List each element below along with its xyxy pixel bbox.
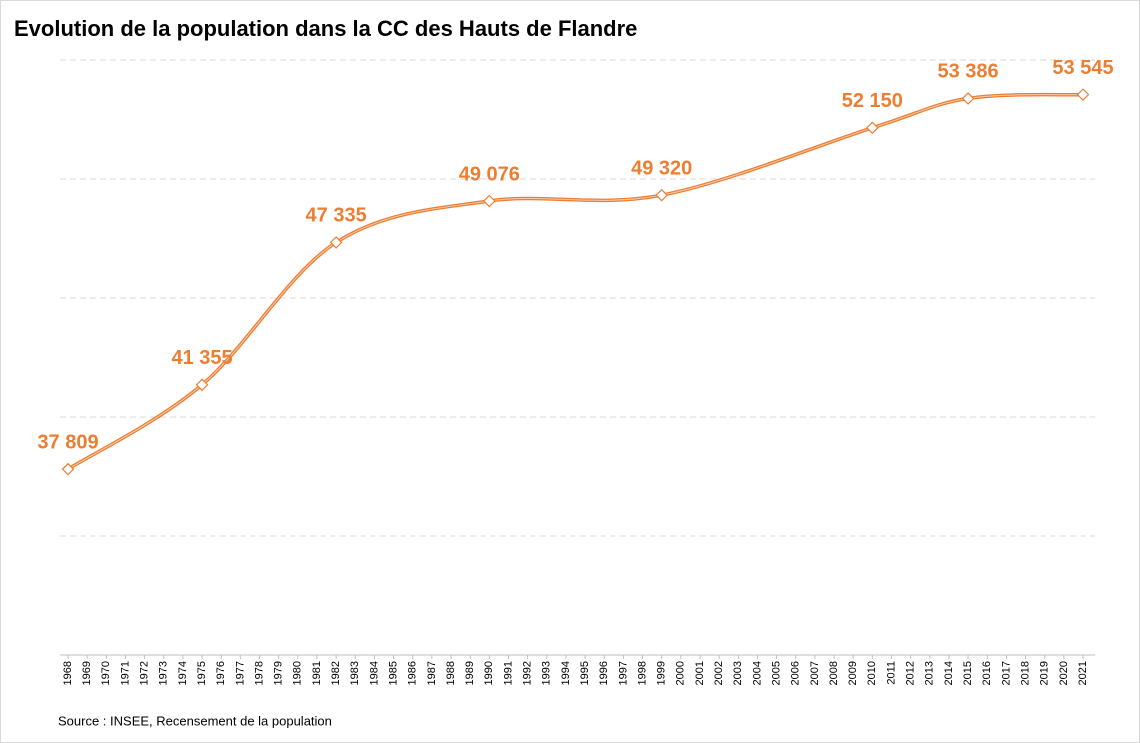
x-tick-label: 1979: [273, 661, 285, 685]
x-tick-label: 1988: [445, 661, 457, 685]
x-tick-label: 1981: [311, 661, 323, 685]
x-tick-label: 2008: [828, 661, 840, 685]
x-tick-label: 2020: [1058, 661, 1070, 685]
x-tick-label: 1992: [522, 661, 534, 685]
x-tick-label: 1968: [62, 661, 74, 685]
data-label: 52 150: [842, 90, 903, 112]
x-tick-label: 1987: [426, 661, 438, 685]
point-marker: [61, 462, 75, 476]
x-tick-label: 2021: [1077, 661, 1089, 685]
x-tick-label: 1995: [579, 661, 591, 685]
x-tick-label: 2012: [905, 661, 917, 685]
x-tick-label: 1989: [464, 661, 476, 685]
point-marker: [655, 188, 669, 202]
line-highlight: [67, 94, 1084, 470]
x-tick-label: 1974: [177, 661, 189, 685]
x-tick-label: 2009: [847, 661, 859, 685]
data-label: 49 320: [631, 157, 692, 179]
point-marker: [482, 194, 496, 208]
x-tick-label: 1972: [139, 661, 151, 685]
x-tick-label: 2003: [732, 661, 744, 685]
x-tick-label: 1978: [253, 661, 265, 685]
x-tick-label: 1991: [502, 661, 514, 685]
x-tick-label: 2010: [866, 661, 878, 685]
x-tick-label: 1998: [636, 661, 648, 685]
x-tick-label: 1973: [158, 661, 170, 685]
x-tick-label: 2005: [770, 661, 782, 685]
x-tick-label: 1984: [368, 661, 380, 685]
x-tick-label: 2000: [675, 661, 687, 685]
point-marker: [865, 121, 879, 135]
x-tick-label: 1982: [330, 661, 342, 685]
point-marker: [1076, 88, 1090, 101]
point-marker: [961, 92, 975, 105]
x-tick-label: 1970: [100, 661, 112, 685]
x-tick-label: 2011: [885, 661, 897, 685]
x-tick-label: 1990: [483, 661, 495, 685]
x-tick-label: 2013: [924, 661, 936, 685]
x-tick-label: 2002: [713, 661, 725, 685]
x-tick-label: 1975: [196, 661, 208, 685]
x-tick-label: 1980: [292, 661, 304, 685]
x-tick-label: 2007: [809, 661, 821, 685]
point-marker: [329, 236, 343, 249]
source-note: Source : INSEE, Recensement de la popula…: [58, 713, 332, 728]
x-tick-label: 1969: [81, 661, 93, 685]
x-tick-label: 1997: [617, 661, 629, 685]
data-label: 53 545: [1052, 57, 1113, 79]
x-tick-label: 1977: [234, 661, 246, 685]
x-tick-label: 1971: [119, 661, 131, 685]
x-tick-label: 1986: [407, 661, 419, 685]
x-tick-label: 1985: [387, 661, 399, 685]
data-label: 41 355: [171, 347, 232, 369]
data-label: 49 076: [459, 163, 520, 185]
x-tick-label: 2018: [1019, 661, 1031, 685]
point-marker: [195, 378, 209, 392]
x-tick-label: 2015: [962, 661, 974, 685]
data-label: 37 809: [37, 431, 98, 453]
x-tick-label: 1983: [349, 661, 361, 685]
x-tick-label: 2019: [1039, 661, 1051, 685]
x-tick-label: 1993: [541, 661, 553, 685]
x-tick-label: 2017: [1000, 661, 1012, 685]
data-label: 47 335: [306, 205, 367, 227]
x-tick-label: 2004: [751, 661, 763, 685]
x-tick-label: 1976: [215, 661, 227, 685]
x-tick-label: 2001: [694, 661, 706, 685]
x-tick-label: 2006: [790, 661, 802, 685]
x-tick-label: 1999: [656, 661, 668, 685]
chart-title: Evolution de la population dans la CC de…: [14, 16, 637, 41]
x-tick-label: 1994: [560, 661, 572, 685]
x-tick-label: 2014: [943, 661, 955, 685]
data-label: 53 386: [938, 61, 999, 83]
x-tick-label: 1996: [598, 661, 610, 685]
x-tick-label: 2016: [981, 661, 993, 685]
